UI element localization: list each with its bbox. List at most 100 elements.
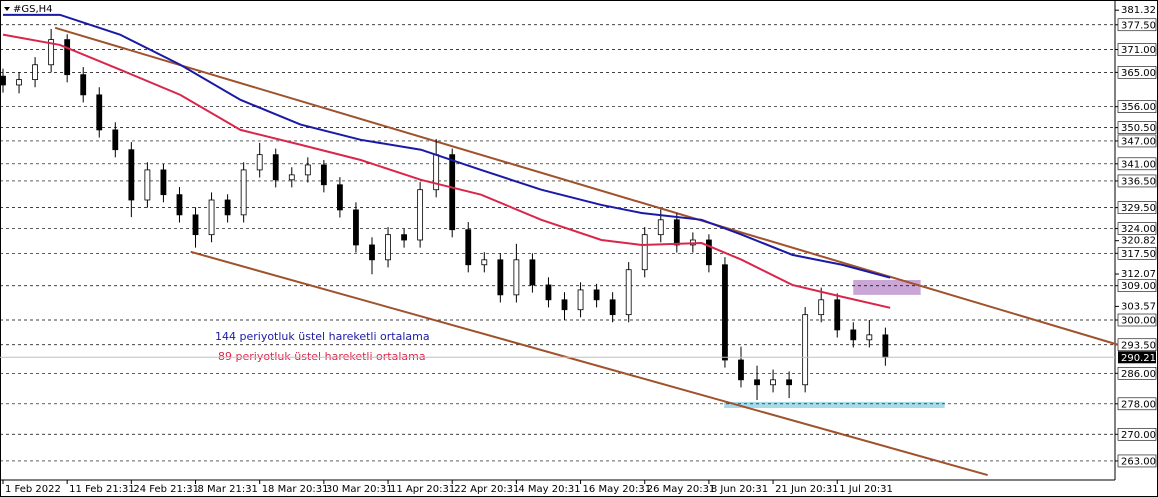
candle-body bbox=[818, 299, 825, 316]
candle-body bbox=[112, 129, 119, 151]
level-label: 347.00 bbox=[1121, 136, 1156, 147]
candle-body bbox=[609, 299, 616, 316]
level-label: 341.00 bbox=[1121, 159, 1156, 170]
level-label-box bbox=[1117, 134, 1157, 148]
candle-body bbox=[320, 164, 327, 186]
level-label: 278.00 bbox=[1121, 399, 1156, 410]
level-label: 377.50 bbox=[1121, 20, 1156, 31]
candle-body bbox=[802, 314, 809, 386]
level-label: 263.00 bbox=[1121, 456, 1156, 467]
y-tick-label: 303.57 bbox=[1121, 301, 1156, 312]
candle-body bbox=[641, 234, 648, 271]
candle-body bbox=[304, 164, 311, 176]
x-tick-label: 4 May 20:31 bbox=[518, 484, 580, 495]
last-price-box bbox=[1118, 351, 1156, 364]
candle-body bbox=[481, 259, 488, 266]
level-label-box bbox=[1117, 367, 1157, 380]
candle-body bbox=[96, 94, 103, 131]
candle-body bbox=[850, 329, 857, 341]
candle-body bbox=[705, 239, 712, 266]
level-label: 356.00 bbox=[1121, 102, 1156, 113]
x-tick-label: 18 Mar 20:31 bbox=[262, 484, 329, 495]
x-tick-label: 21 Jun 20:31 bbox=[775, 484, 839, 495]
last-price-label: 290.21 bbox=[1121, 353, 1156, 364]
level-label: 317.50 bbox=[1121, 249, 1156, 260]
candle-body bbox=[272, 154, 279, 181]
candle-body bbox=[353, 209, 359, 246]
candle-body bbox=[673, 219, 680, 246]
level-label-box bbox=[1117, 222, 1157, 235]
candle-body bbox=[401, 234, 407, 241]
candle-body bbox=[561, 299, 568, 311]
candle-body bbox=[208, 199, 215, 236]
level-label: 309.00 bbox=[1121, 281, 1156, 292]
menu-arrow[interactable] bbox=[4, 7, 10, 11]
level-label-box bbox=[1117, 100, 1157, 113]
candle-body bbox=[385, 234, 391, 261]
x-tick-label: 8 Mar 21:31 bbox=[198, 484, 258, 495]
candle-body bbox=[192, 214, 199, 236]
y-tick-label: 320.82 bbox=[1121, 236, 1156, 247]
candle-body bbox=[0, 75, 6, 86]
trendline bbox=[54, 26, 1119, 346]
moving-average bbox=[2, 33, 891, 309]
level-label-box bbox=[1117, 279, 1157, 293]
x-tick-label: 8 Jun 20:31 bbox=[711, 484, 768, 495]
candle-body bbox=[64, 39, 71, 76]
candle-body bbox=[48, 39, 55, 66]
candle-body bbox=[722, 264, 728, 361]
candle-body bbox=[224, 199, 231, 216]
level-label-box bbox=[1117, 174, 1157, 188]
level-label-box bbox=[1117, 201, 1157, 214]
level-label: 286.00 bbox=[1121, 369, 1156, 380]
candle-body bbox=[80, 74, 87, 96]
candle-body bbox=[754, 379, 760, 386]
candle-body bbox=[337, 184, 343, 211]
candle-body bbox=[32, 64, 38, 81]
candle-body bbox=[16, 79, 22, 86]
level-label: 350.50 bbox=[1121, 123, 1156, 134]
candle-body bbox=[545, 284, 552, 301]
candle-body bbox=[866, 334, 873, 341]
candle-body bbox=[529, 259, 536, 286]
x-tick-label: 22 Apr 20:31 bbox=[454, 484, 519, 495]
candle-body bbox=[128, 149, 135, 201]
candle-body bbox=[160, 169, 167, 196]
level-label: 365.00 bbox=[1121, 68, 1156, 79]
ma-annotation: 144 periyotluk üstel hareketli ortalama bbox=[215, 330, 430, 343]
level-label: 270.00 bbox=[1121, 430, 1156, 441]
candle-body bbox=[417, 189, 424, 241]
level-label-box bbox=[1117, 121, 1157, 134]
level-label-box bbox=[1117, 427, 1157, 441]
candle-body bbox=[369, 244, 375, 261]
zone bbox=[724, 401, 945, 408]
level-label: 324.00 bbox=[1121, 224, 1156, 235]
x-tick-label: 26 May 20:31 bbox=[647, 484, 716, 495]
x-tick-label: 1 Jul 20:31 bbox=[839, 484, 893, 495]
candle-body bbox=[834, 299, 841, 331]
candle-body bbox=[786, 379, 793, 386]
level-label: 293.50 bbox=[1121, 340, 1156, 351]
x-tick-label: 24 Feb 21:31 bbox=[133, 484, 199, 495]
trendline bbox=[190, 250, 988, 477]
level-label: 300.00 bbox=[1121, 316, 1156, 327]
level-label-box bbox=[1117, 313, 1157, 327]
level-label-box bbox=[1117, 18, 1157, 32]
y-tick-label: 312.07 bbox=[1121, 269, 1156, 280]
candle-body bbox=[738, 359, 744, 381]
moving-average bbox=[3, 13, 891, 279]
level-label-box bbox=[1117, 157, 1157, 171]
candle-body bbox=[256, 154, 263, 171]
level-label-box bbox=[1117, 66, 1157, 79]
candle-body bbox=[240, 169, 247, 216]
candle-body bbox=[577, 289, 584, 311]
level-label-box bbox=[1117, 454, 1157, 468]
level-label-box bbox=[1117, 397, 1157, 411]
level-label: 371.00 bbox=[1121, 45, 1156, 56]
candle-body bbox=[288, 174, 295, 181]
candle-body bbox=[497, 259, 504, 296]
candle-body bbox=[513, 259, 520, 296]
level-label: 329.50 bbox=[1121, 203, 1156, 214]
